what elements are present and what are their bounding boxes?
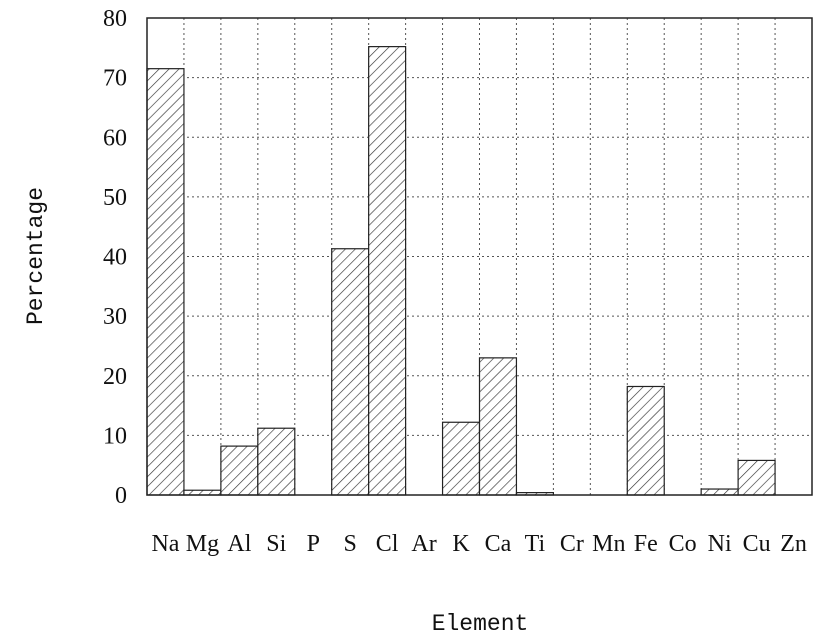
y-axis-title: Percentage: [23, 187, 49, 325]
x-tick-label: Zn: [780, 531, 807, 557]
x-tick-label: Ni: [708, 531, 732, 557]
y-tick-label: 0: [115, 483, 127, 509]
x-tick-label: Mn: [592, 531, 625, 557]
x-tick-label: Ti: [525, 531, 546, 557]
y-tick-label: 80: [103, 6, 127, 32]
x-tick-label: Cl: [376, 531, 399, 557]
y-tick-labels: 0 10 20 30 40 50 60 70 80: [103, 6, 127, 509]
plot-frame: [146, 17, 813, 496]
bar-cl: [368, 46, 407, 496]
bar-cu: [737, 459, 776, 496]
x-tick-label: Cu: [743, 531, 771, 557]
y-tick-label: 20: [103, 364, 127, 390]
x-tick-label: P: [307, 531, 320, 557]
x-tick-label: Mg: [186, 531, 219, 557]
y-tick-label: 40: [103, 245, 127, 271]
x-tick-label: Fe: [634, 531, 658, 557]
x-tick-label: Al: [227, 531, 251, 557]
bar-na: [146, 68, 185, 496]
x-tick-label: Cr: [560, 531, 584, 557]
y-tick-label: 50: [103, 185, 127, 211]
bar-fe: [626, 385, 665, 496]
x-tick-label: Na: [151, 531, 179, 557]
bar-si: [257, 427, 296, 496]
y-tick-label: 30: [103, 304, 127, 330]
x-tick-labels: Na Mg Al Si P S Cl Ar K Ca Ti Cr Mn Fe Co Ni Cu Zn: [151, 531, 806, 557]
bar-s: [331, 248, 370, 496]
x-tick-label: K: [452, 531, 470, 557]
bar-al: [220, 445, 259, 496]
bar-ca: [478, 357, 518, 496]
x-axis-title: Element: [432, 611, 529, 637]
x-tick-label: Co: [669, 531, 697, 557]
x-tick-label: Ca: [485, 531, 512, 557]
x-tick-label: Si: [266, 531, 286, 557]
y-tick-label: 70: [103, 66, 127, 92]
bar-k: [441, 421, 481, 496]
y-tick-label: 60: [103, 125, 127, 151]
x-tick-label: Ar: [411, 531, 436, 557]
y-tick-label: 10: [103, 423, 127, 449]
bar-ni: [700, 488, 739, 496]
bars: [146, 46, 776, 496]
x-tick-label: S: [344, 531, 357, 557]
